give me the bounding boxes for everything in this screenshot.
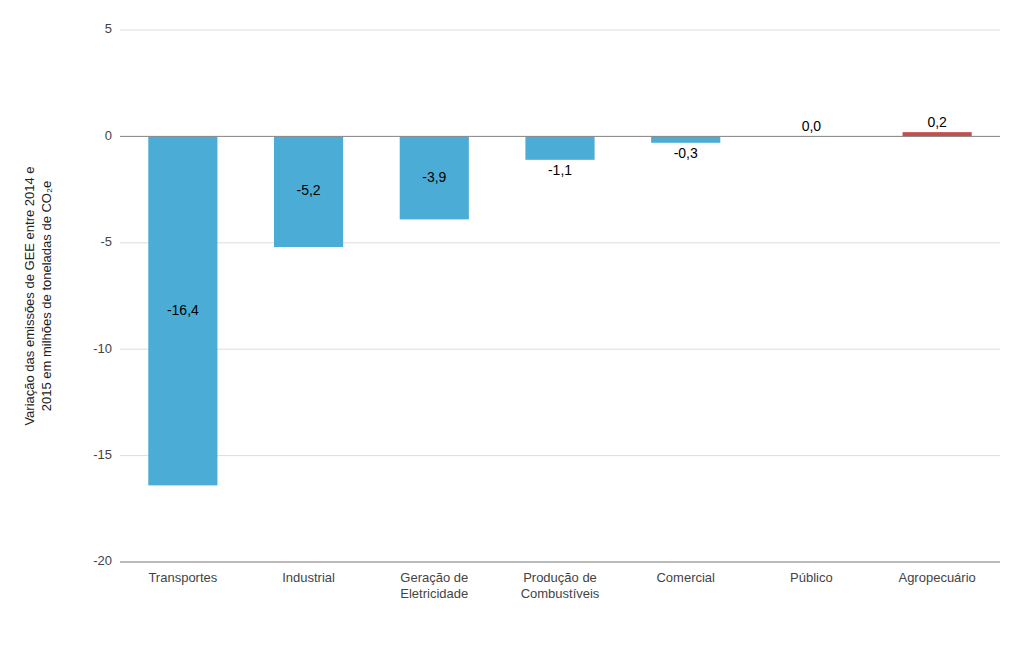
bars bbox=[148, 132, 971, 485]
data-label: 0,0 bbox=[802, 118, 822, 134]
y-ticks: -20 -15 -10 -5 0 5 bbox=[93, 21, 112, 568]
x-tick-label: Agropecuário bbox=[898, 570, 975, 585]
x-ticks: Transportes Industrial Geração deEletricid… bbox=[148, 570, 975, 601]
data-label: -1,1 bbox=[548, 162, 572, 178]
grid bbox=[120, 30, 1000, 562]
y-axis-label: Variação das emissões de GEE entre 2014 … bbox=[22, 166, 54, 425]
y-tick-label: -10 bbox=[93, 341, 112, 356]
chart-svg: -20 -15 -10 -5 0 5 -16,4 -5,2 -3,9 -1,1 -0,3 0,0 0,2… bbox=[0, 0, 1024, 646]
bar bbox=[651, 136, 720, 142]
grid-line bbox=[120, 30, 1000, 31]
x-tick-label: Comercial bbox=[656, 570, 715, 585]
x-tick-label: Geração deEletricidade bbox=[400, 570, 468, 601]
chart-container: -20 -15 -10 -5 0 5 -16,4 -5,2 -3,9 -1,1 -0,3 0,0 0,2… bbox=[0, 0, 1024, 646]
y-tick-label: 5 bbox=[105, 21, 112, 36]
y-tick-label: -20 bbox=[93, 553, 112, 568]
grid-line bbox=[120, 562, 1000, 563]
x-tick-label: Produção deCombustíveis bbox=[521, 570, 600, 601]
x-tick-label: Industrial bbox=[282, 570, 335, 585]
grid-line bbox=[120, 136, 1000, 137]
x-tick-label: Transportes bbox=[148, 570, 217, 585]
y-tick-label: -5 bbox=[100, 234, 112, 249]
data-label: -16,4 bbox=[167, 302, 199, 318]
bar bbox=[148, 136, 217, 485]
data-label: -0,3 bbox=[674, 145, 698, 161]
bar bbox=[525, 136, 594, 159]
x-tick-label: Público bbox=[790, 570, 833, 585]
y-tick-label: -15 bbox=[93, 447, 112, 462]
grid-line bbox=[120, 242, 1000, 243]
bar bbox=[400, 136, 469, 219]
grid-line bbox=[120, 349, 1000, 350]
bar bbox=[274, 136, 343, 247]
data-label: 0,2 bbox=[927, 114, 947, 130]
data-labels: -16,4 -5,2 -3,9 -1,1 -0,3 0,0 0,2 bbox=[167, 114, 947, 317]
zero-line bbox=[120, 136, 1000, 137]
x-axis-line bbox=[120, 562, 1000, 563]
grid-line bbox=[120, 455, 1000, 456]
data-label: -5,2 bbox=[297, 182, 321, 198]
y-tick-label: 0 bbox=[105, 128, 112, 143]
bar bbox=[903, 132, 972, 136]
data-label: -3,9 bbox=[422, 169, 446, 185]
